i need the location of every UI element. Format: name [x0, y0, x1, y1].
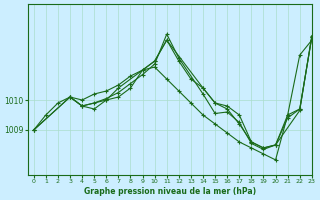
- X-axis label: Graphe pression niveau de la mer (hPa): Graphe pression niveau de la mer (hPa): [84, 187, 256, 196]
